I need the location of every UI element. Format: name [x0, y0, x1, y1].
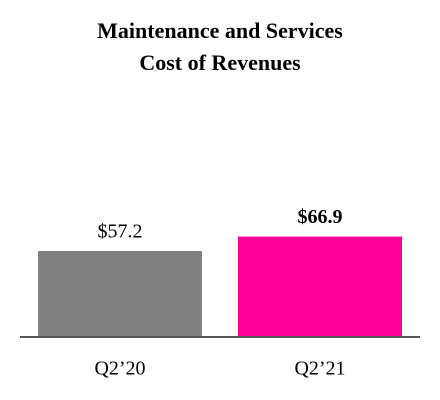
value-label: $57.2 [98, 221, 143, 243]
x-tick-label: Q2’20 [94, 358, 145, 380]
bar [38, 251, 202, 336]
chart-title: Cost of Revenues [139, 50, 301, 75]
chart-title: Maintenance and Services [97, 18, 343, 43]
bar [238, 236, 402, 336]
x-tick-label: Q2’21 [294, 358, 345, 380]
value-label: $66.9 [298, 206, 343, 228]
